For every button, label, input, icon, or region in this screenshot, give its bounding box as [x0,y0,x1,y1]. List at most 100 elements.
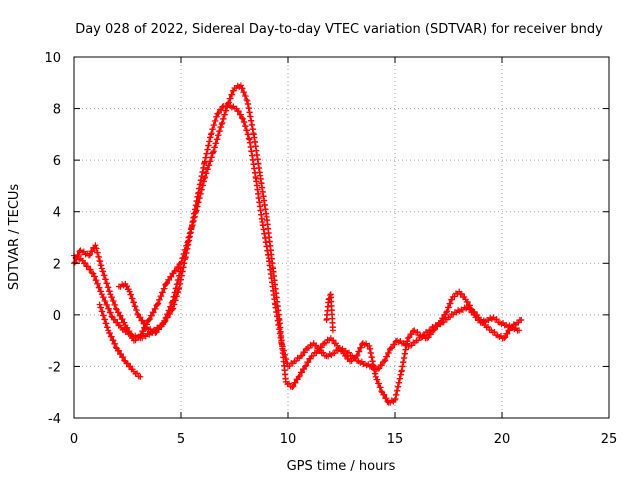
data-point-marker [100,294,107,301]
data-point-marker [141,320,148,327]
data-point-marker [451,293,458,300]
data-point-marker [491,329,498,336]
data-point-marker [134,370,141,377]
data-point-marker [316,347,323,354]
data-point-marker [93,277,100,284]
data-point-marker [242,93,249,100]
plot-frame [73,56,610,419]
data-point-marker [132,303,139,310]
data-point-marker [378,388,385,395]
data-point-marker [336,344,343,351]
data-point-marker [124,283,131,290]
data-point-marker [214,110,221,117]
chart-title: Day 028 of 2022, Sidereal Day-to-day VTE… [75,22,603,37]
data-point-marker [431,326,438,333]
data-point-marker [167,303,174,310]
data-point-marker [218,121,225,128]
data-point-marker [221,111,228,118]
data-point-marker [71,259,78,266]
data-point-marker [137,332,144,339]
data-point-marker [243,127,250,134]
data-point-marker [207,158,214,165]
data-point-marker [105,284,112,291]
data-point-marker [146,316,153,323]
data-point-marker [178,259,185,266]
data-point-marker [384,398,391,405]
y-tick-label: 6 [53,154,61,169]
data-point-marker [73,255,80,262]
data-point-marker [293,357,300,364]
data-point-marker [91,273,98,280]
data-point-marker [436,319,443,326]
data-point-marker [137,373,144,380]
data-point-marker [243,96,250,103]
data-point-marker [404,335,411,342]
data-point-marker [235,108,242,115]
data-point-marker [163,280,170,287]
data-point-marker [158,323,165,330]
data-point-marker [101,272,108,279]
data-point-marker [207,131,214,138]
data-point-marker [296,372,303,379]
data-point-marker [160,319,167,326]
data-point-marker [89,248,96,255]
data-point-marker [104,280,111,287]
data-point-marker [182,246,189,253]
data-point-marker [148,312,155,319]
data-point-marker [438,318,445,325]
data-point-marker [385,349,392,356]
data-point-marker [96,284,103,291]
data-point-marker [120,354,127,361]
data-point-marker [506,327,513,334]
data-point-marker [424,335,431,342]
data-point-marker [320,340,327,347]
data-point-marker [329,327,336,334]
data-point-marker [241,89,248,96]
data-point-marker [202,174,209,181]
data-point-marker [213,140,220,147]
data-point-marker [440,315,447,322]
data-point-marker [106,288,113,295]
data-point-marker [387,345,394,352]
data-point-marker [408,331,415,338]
data-point-marker [302,346,309,353]
y-tick-label: 2 [53,257,61,272]
data-point-marker [112,344,119,351]
data-point-marker [124,324,131,331]
data-point-marker [101,316,108,323]
data-point-marker [102,276,109,283]
data-point-marker [104,301,111,308]
data-point-marker [211,121,218,128]
data-point-marker [115,309,122,316]
x-tick-label: 20 [494,432,511,447]
data-point-marker [110,337,117,344]
data-point-marker [119,316,126,323]
data-point-marker [242,123,249,130]
data-point-marker [240,115,247,122]
data-point-marker [314,347,321,354]
data-point-marker [210,149,217,156]
data-point-marker [211,144,218,151]
data-point-marker [155,300,162,307]
data-point-marker [353,353,360,360]
data-point-marker [132,337,139,344]
x-axis-label: GPS time / hours [287,459,396,474]
data-point-marker [227,95,234,102]
data-point-marker [82,260,89,267]
data-point-marker [99,308,106,315]
data-point-marker [305,344,312,351]
data-point-marker [85,252,92,259]
data-point-marker [414,329,421,336]
data-point-marker [239,85,246,92]
data-point-marker [318,344,325,351]
data-point-marker [223,107,230,114]
y-tick-label: -4 [48,412,61,427]
data-point-marker [299,352,306,359]
data-point-marker [110,298,117,305]
data-point-marker [289,384,296,391]
data-point-marker [478,316,485,323]
data-point-marker [126,328,133,335]
data-point-marker [216,128,223,135]
data-point-marker [225,100,232,107]
